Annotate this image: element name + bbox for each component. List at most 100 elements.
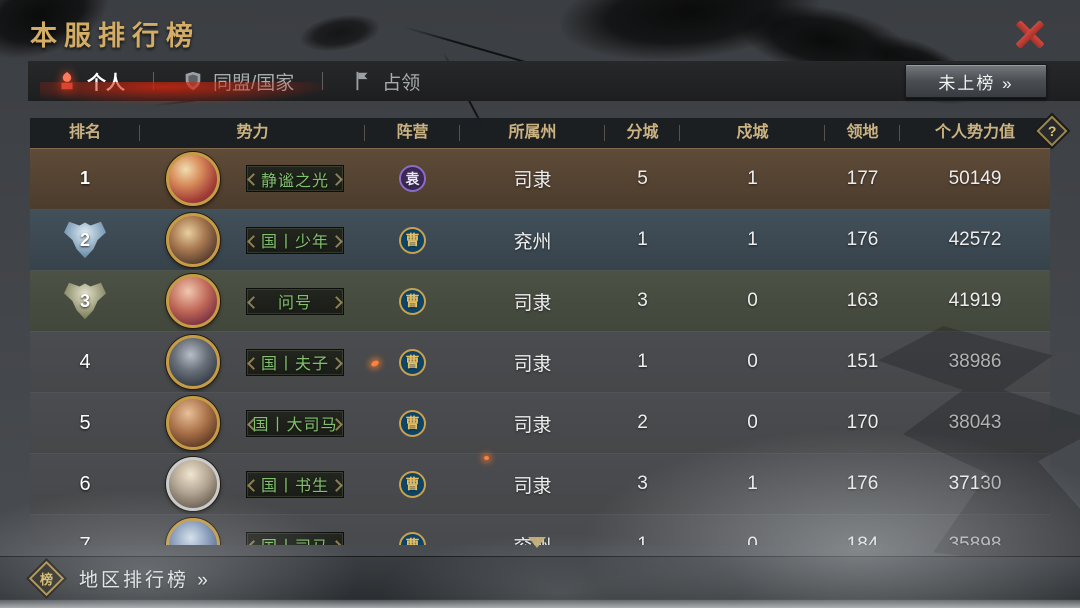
state-cell: 司隶 <box>513 353 552 375</box>
force-cell: 国丨书生 <box>140 457 365 511</box>
avatar[interactable] <box>166 518 220 545</box>
double-chevron-icon: » <box>197 570 211 591</box>
not-ranked-button[interactable]: 未上榜 » <box>905 64 1047 98</box>
rank-badge: 1 <box>79 168 90 188</box>
player-name-plaque: 静谧之光 <box>246 165 344 192</box>
force-cell: 静谧之光 <box>140 151 365 206</box>
subcities-cell: 3 <box>637 473 648 494</box>
region-ranking-icon: 榜 <box>28 560 65 597</box>
player-name: 问号 <box>277 295 312 312</box>
avatar[interactable] <box>166 151 220 206</box>
tab-alliance-nation[interactable]: 同盟/国家 <box>154 61 322 101</box>
camp-icon: 曹 <box>399 287 426 315</box>
rank-badge: 6 <box>79 472 91 495</box>
territory-cell: 170 <box>846 412 879 433</box>
rank-badge: 2 <box>64 221 106 259</box>
rank-badge: 7 <box>79 533 91 546</box>
power-cell: 42572 <box>948 229 1002 250</box>
rank-cell: 4 <box>30 343 140 381</box>
camp-cell: 曹 <box>365 348 460 376</box>
header-camp: 阵营 <box>365 118 460 148</box>
camp-icon: 曹 <box>399 409 426 437</box>
camp-icon: 曹 <box>399 348 426 376</box>
header-force: 势力 <box>140 118 365 148</box>
camp-cell: 曹 <box>365 409 460 437</box>
player-name: 国丨少年 <box>260 234 329 251</box>
player-name-plaque: 国丨司马 <box>246 531 344 545</box>
bottom-light-strip <box>0 599 1080 608</box>
power-cell: 35898 <box>948 534 1002 545</box>
tab-personal[interactable]: 个人 <box>28 61 153 101</box>
player-name: 静谧之光 <box>260 172 329 190</box>
subcities-cell: 2 <box>637 412 648 433</box>
subcities-cell: 1 <box>637 351 648 372</box>
player-name-plaque: 国丨夫子 <box>246 348 344 376</box>
rank-cell: 1 <box>30 160 140 198</box>
avatar[interactable] <box>166 213 220 267</box>
camp-icon: 曹 <box>399 470 426 498</box>
ember-particle <box>484 456 489 460</box>
rank-badge: 5 <box>79 411 91 434</box>
double-chevron-icon: » <box>1002 73 1014 93</box>
territory-cell: 184 <box>846 534 879 545</box>
page-title: 本服排行榜 <box>30 21 200 51</box>
camp-icon: 曹 <box>399 531 426 545</box>
garrisons-cell: 0 <box>747 534 758 545</box>
header-state: 所属州 <box>460 118 605 148</box>
table-row[interactable]: 6 国丨书生 曹 司隶 3 1 176 37130 <box>30 453 1050 514</box>
rank-cell: 7 <box>30 526 140 546</box>
header-subcities: 分城 <box>605 118 680 148</box>
player-name-plaque: 国丨少年 <box>246 226 344 254</box>
power-cell: 38986 <box>948 351 1002 372</box>
player-name: 国丨大司马 <box>252 417 338 434</box>
camp-cell: 曹 <box>365 226 460 254</box>
camp-cell: 曹 <box>365 531 460 545</box>
force-cell: 国丨司马 <box>140 518 365 545</box>
ranking-list: 1 静谧之光 袁 司隶 5 1 177 50149 2 国丨少年 曹 兖州 1 … <box>30 148 1050 545</box>
force-cell: 问号 <box>140 274 365 328</box>
territory-cell: 176 <box>846 229 879 250</box>
player-name-plaque: 问号 <box>246 287 344 315</box>
scroll-down-indicator <box>528 537 546 548</box>
header-power: 个人势力值 <box>934 124 1015 141</box>
table-row[interactable]: 2 国丨少年 曹 兖州 1 1 176 42572 <box>30 209 1050 270</box>
power-cell: 41919 <box>948 290 1002 311</box>
garrisons-cell: 1 <box>747 473 758 494</box>
tab-occupy[interactable]: 占领 <box>323 61 448 101</box>
power-cell: 38043 <box>948 412 1002 433</box>
footer-bar: 榜 地区排行榜 » <box>0 556 1080 600</box>
table-row[interactable]: 4 国丨夫子 曹 司隶 1 0 151 38986 <box>30 331 1050 392</box>
seal-icon <box>56 70 78 92</box>
table-row[interactable]: 1 静谧之光 袁 司隶 5 1 177 50149 <box>30 148 1050 209</box>
camp-icon: 曹 <box>399 226 426 254</box>
avatar[interactable] <box>166 457 220 511</box>
close-icon[interactable] <box>1010 14 1050 54</box>
table-header: 排名 势力 阵营 所属州 分城 戍城 领地 个人势力值 <box>30 118 1050 148</box>
ink-splash-decor <box>297 9 383 57</box>
avatar[interactable] <box>166 335 220 389</box>
tab-label: 占领 <box>382 72 421 94</box>
territory-cell: 151 <box>846 351 879 372</box>
player-name: 国丨夫子 <box>260 356 329 373</box>
territory-cell: 163 <box>846 290 879 311</box>
subcities-cell: 1 <box>637 534 648 545</box>
region-ranking-button[interactable]: 地区排行榜 » <box>79 570 211 591</box>
table-row[interactable]: 3 问号 曹 司隶 3 0 163 41919 <box>30 270 1050 331</box>
alliance-shield-icon <box>182 70 204 92</box>
header-garrisons: 戍城 <box>680 118 825 148</box>
rank-badge: 3 <box>64 282 106 320</box>
power-cell: 37130 <box>948 473 1002 494</box>
rank-cell: 6 <box>30 465 140 503</box>
tab-label: 同盟/国家 <box>213 72 295 94</box>
avatar[interactable] <box>166 274 220 328</box>
avatar[interactable] <box>166 396 220 450</box>
state-cell: 司隶 <box>513 414 552 436</box>
table-row[interactable]: 7 国丨司马 曹 兖州 1 0 184 35898 <box>30 514 1050 545</box>
flag-icon <box>351 70 373 92</box>
power-cell: 50149 <box>948 167 1002 189</box>
subcities-cell: 5 <box>637 167 648 189</box>
garrisons-cell: 1 <box>747 229 758 250</box>
camp-icon: 袁 <box>399 165 426 192</box>
table-row[interactable]: 5 国丨大司马 曹 司隶 2 0 170 38043 <box>30 392 1050 453</box>
camp-cell: 袁 <box>365 165 460 192</box>
